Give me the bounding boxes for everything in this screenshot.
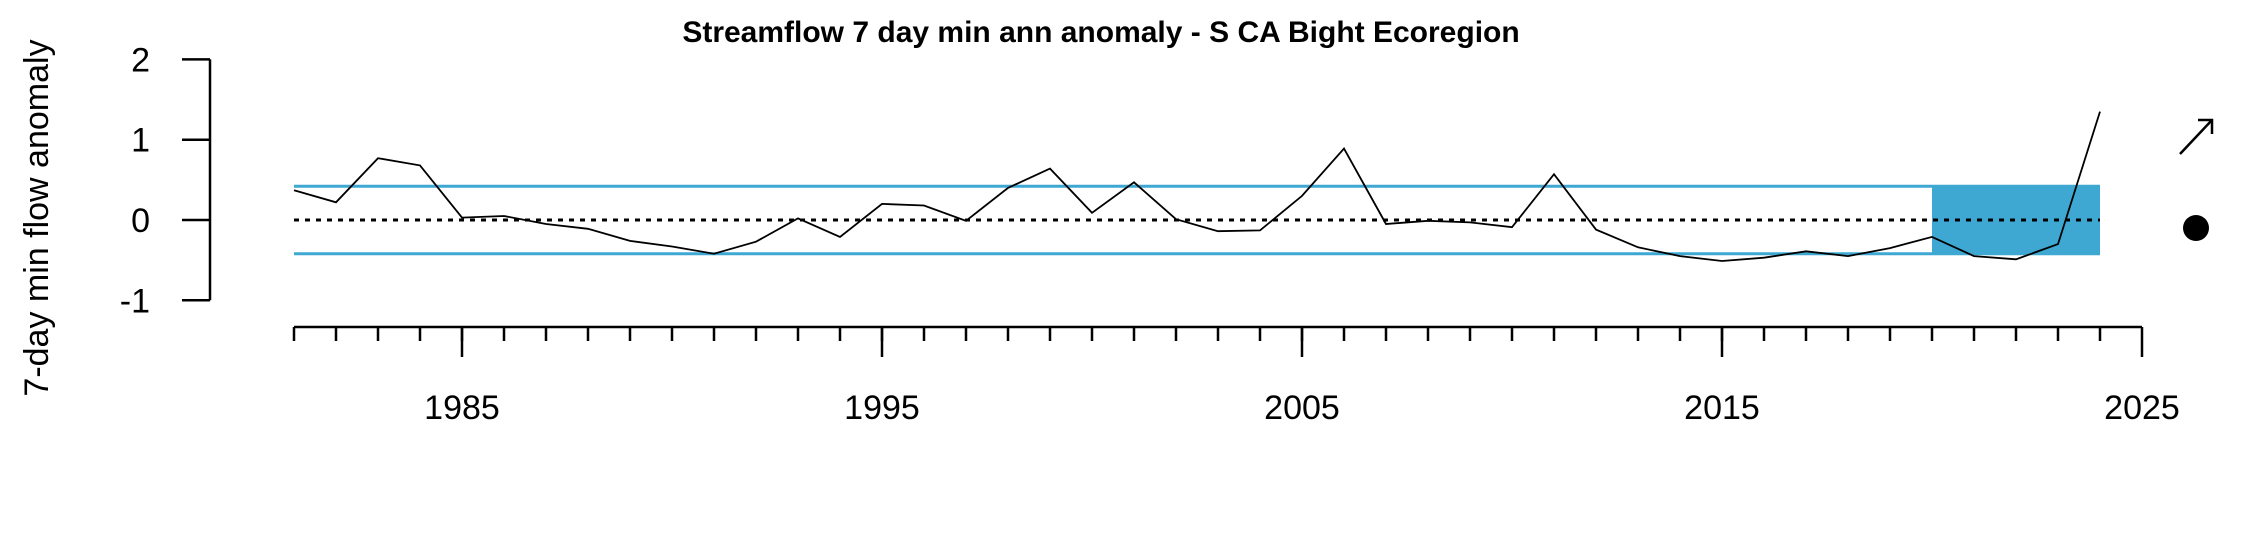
x-tick-label: 1985 xyxy=(424,389,500,427)
y-tick-label: -1 xyxy=(120,282,150,320)
plot-area: 2 1 0 -1 1985 1995 2005 2015 2025 xyxy=(120,41,2214,427)
x-tick-label: 2025 xyxy=(2104,389,2180,427)
y-tick-label: 1 xyxy=(131,122,150,160)
y-tick-label: 2 xyxy=(131,41,150,79)
y-tick-label: 0 xyxy=(131,202,150,240)
x-tick-label: 2015 xyxy=(1684,389,1760,427)
trend-arrow-icon xyxy=(2179,119,2213,155)
chart-title: Streamflow 7 day min ann anomaly - S CA … xyxy=(682,16,1519,49)
series-line xyxy=(293,111,2101,262)
trend-arrow-head-icon xyxy=(2198,118,2214,134)
x-tick-label: 2005 xyxy=(1264,389,1340,427)
x-tick-label: 1995 xyxy=(844,389,920,427)
y-axis-label: 7-day min flow anomaly xyxy=(18,39,56,396)
mean-indicator-dot-icon xyxy=(2183,215,2209,241)
